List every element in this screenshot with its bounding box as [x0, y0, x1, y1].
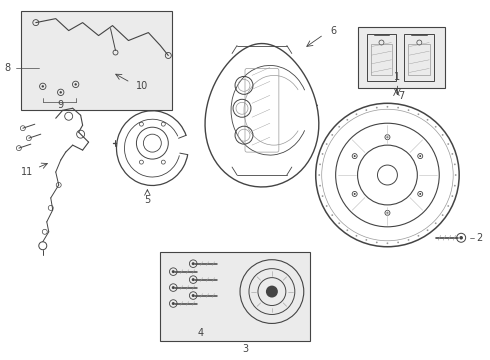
Circle shape — [192, 278, 195, 281]
Circle shape — [442, 214, 443, 216]
Circle shape — [331, 214, 333, 216]
Circle shape — [451, 195, 453, 197]
Circle shape — [326, 143, 327, 145]
Circle shape — [387, 106, 389, 108]
Circle shape — [356, 113, 357, 115]
Circle shape — [427, 229, 428, 231]
Text: 5: 5 — [144, 195, 150, 205]
Circle shape — [419, 193, 421, 195]
FancyBboxPatch shape — [358, 27, 445, 88]
Circle shape — [346, 229, 348, 231]
Text: 8: 8 — [5, 63, 11, 73]
Circle shape — [419, 155, 421, 157]
Circle shape — [366, 109, 368, 111]
Text: 9: 9 — [58, 100, 64, 110]
Circle shape — [454, 163, 456, 165]
Text: 10: 10 — [136, 81, 148, 91]
FancyBboxPatch shape — [21, 11, 172, 110]
Circle shape — [74, 83, 77, 86]
Circle shape — [442, 134, 443, 136]
FancyBboxPatch shape — [160, 252, 310, 341]
Circle shape — [387, 212, 389, 214]
Circle shape — [346, 119, 348, 121]
Text: 1: 1 — [394, 72, 400, 82]
Circle shape — [408, 109, 410, 111]
Circle shape — [354, 155, 356, 157]
Circle shape — [459, 236, 463, 239]
Circle shape — [447, 205, 449, 207]
Circle shape — [447, 143, 449, 145]
Circle shape — [376, 242, 378, 243]
Circle shape — [408, 239, 410, 241]
Circle shape — [435, 126, 437, 128]
Circle shape — [192, 294, 195, 297]
Circle shape — [338, 126, 340, 128]
Circle shape — [318, 174, 320, 176]
Circle shape — [321, 195, 323, 197]
Circle shape — [366, 239, 368, 241]
Circle shape — [172, 286, 175, 289]
Circle shape — [172, 302, 175, 305]
Circle shape — [59, 91, 62, 94]
Text: 11: 11 — [21, 167, 33, 177]
Circle shape — [455, 174, 457, 176]
Circle shape — [331, 134, 333, 136]
Circle shape — [376, 107, 378, 108]
Circle shape — [417, 235, 419, 237]
Circle shape — [319, 185, 321, 186]
Text: 2: 2 — [476, 233, 482, 243]
Circle shape — [387, 242, 389, 244]
Circle shape — [266, 285, 278, 298]
Circle shape — [172, 270, 175, 273]
Circle shape — [326, 205, 327, 207]
Circle shape — [454, 185, 456, 186]
Text: 7: 7 — [398, 91, 405, 101]
Circle shape — [354, 193, 356, 195]
Text: 6: 6 — [331, 26, 337, 36]
Circle shape — [397, 242, 399, 243]
Circle shape — [356, 235, 357, 237]
Circle shape — [427, 119, 428, 121]
Circle shape — [397, 107, 399, 108]
Circle shape — [451, 153, 453, 155]
Text: 3: 3 — [242, 345, 248, 354]
Circle shape — [319, 163, 321, 165]
Circle shape — [338, 222, 340, 224]
Text: 4: 4 — [197, 328, 203, 338]
Circle shape — [417, 113, 419, 115]
Circle shape — [387, 136, 389, 138]
Circle shape — [321, 153, 323, 155]
Circle shape — [42, 85, 44, 87]
Circle shape — [192, 262, 195, 265]
Circle shape — [435, 222, 437, 224]
